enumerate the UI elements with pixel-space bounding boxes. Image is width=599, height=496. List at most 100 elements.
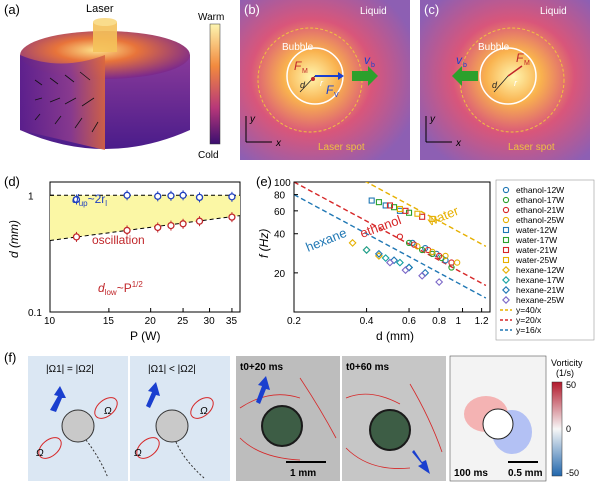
- data-point-d_up: [195, 193, 204, 202]
- time3: 100 ms: [454, 468, 488, 479]
- chart-d: 10 15 20 25 30 35 0.11 dup~2rl oscillation dl…: [7, 181, 241, 343]
- panel-b-figure: F M F V v b r d Bubble Liquid Laser spot…: [240, 0, 410, 160]
- x-tick-label: 35: [226, 316, 238, 327]
- chart-d-frame: [49, 181, 241, 313]
- svg-text:r: r: [320, 78, 324, 88]
- panel-e: (e) 0.2 0.4 0.6 0.8 1 1.2 20 40 60 80 100 water e…: [252, 172, 597, 344]
- x-tick-label: 1.2: [475, 316, 489, 327]
- data-point-hexane-25W: [385, 258, 394, 267]
- photo1-time: t0+20 ms: [240, 362, 284, 373]
- y-tick-label: 1: [28, 191, 34, 202]
- data-point-ethanol-25W: [454, 259, 461, 266]
- vorticity-units: (1/s): [556, 368, 574, 378]
- chart-e-frame: [293, 181, 491, 313]
- data-point-hexane-25W: [435, 278, 444, 287]
- legend-marker: [502, 296, 510, 304]
- eq-right: |Ω1| < |Ω2|: [148, 364, 196, 375]
- chart-e-ylabel: f (Hz): [257, 229, 271, 258]
- annot-dup: dup~2rl: [72, 192, 107, 208]
- svg-text:-50: -50: [566, 468, 579, 478]
- panel-f: (f) |Ω1| = |Ω2| Ω Ω |Ω1| < |Ω2| Ω Ω t0+2…: [0, 348, 599, 491]
- data-point-ethanol-17W: [429, 250, 436, 258]
- svg-text:F: F: [516, 51, 524, 65]
- legend-marker: [502, 276, 510, 284]
- legend-label: ethanol-25W: [516, 215, 564, 225]
- legend-label: water-12W: [515, 225, 557, 235]
- fm-label: F: [294, 59, 302, 73]
- data-point-hexane-17W: [362, 245, 371, 254]
- data-point-d_up: [72, 195, 81, 204]
- data-point-ethanol-25W: [442, 252, 449, 260]
- y-tick-label: 60: [274, 207, 286, 218]
- x-tick-label: 0.6: [402, 316, 416, 327]
- svg-text:Ω: Ω: [104, 406, 112, 417]
- velocity-arrow: [352, 66, 378, 86]
- svg-text:y: y: [429, 114, 436, 125]
- legend-marker: [502, 246, 510, 254]
- data-point-hexane-12W: [348, 238, 357, 247]
- legend-marker: [502, 286, 510, 294]
- panel-c-label: (c): [424, 2, 440, 17]
- panel-d: (d) 10 15 20 25 30 35 0.1 1 dup~2rl oscillatio…: [0, 172, 250, 344]
- annot-oscillation: oscillation: [92, 233, 145, 247]
- panel-d-label: (d): [4, 174, 20, 189]
- data-point-water-25W: [396, 205, 403, 213]
- panel-b-label: (b): [244, 2, 260, 17]
- y-tick-label: 80: [274, 191, 286, 202]
- chart-e-xticks: 0.2 0.4 0.6 0.8 1 1.2: [287, 308, 489, 327]
- svg-text:0: 0: [566, 424, 571, 434]
- legend-marker: [502, 196, 510, 204]
- legend-marker: [502, 236, 510, 244]
- data-point-water-17W: [375, 199, 382, 206]
- data-point-d_up: [154, 192, 162, 200]
- x-tick-label: 0.2: [287, 316, 301, 327]
- y-tick-label: 0.1: [28, 308, 42, 319]
- velocity-arrow: [452, 66, 478, 86]
- data-point-d_up: [123, 191, 131, 199]
- fit-line-y=40/x: [365, 182, 487, 247]
- svg-text:d: d: [300, 80, 306, 90]
- data-point-water-12W: [368, 197, 375, 204]
- panel-a-label: (a): [4, 2, 20, 17]
- chart-d-ylabel: d (mm): [7, 220, 21, 258]
- data-point-hexane-12W: [362, 245, 371, 254]
- legend-label: ethanol-21W: [516, 205, 564, 215]
- scale3: 0.5 mm: [508, 468, 543, 479]
- data-point-ethanol-12W: [409, 239, 416, 247]
- svg-text:d: d: [492, 80, 498, 90]
- svg-text:b: b: [371, 62, 375, 69]
- bubble-circle: [479, 47, 537, 105]
- panel-c: F M v b r d Bubble Liquid Laser spot y x…: [420, 0, 590, 160]
- data-point-d_low: [167, 221, 175, 230]
- data-point-ethanol-25W: [414, 243, 421, 250]
- oscillation-region: [50, 195, 240, 241]
- chart-e-yticks: 20 40 60 80 100: [274, 178, 298, 280]
- data-point-d_low: [154, 223, 162, 232]
- fit-line-y=20/x: [294, 182, 487, 287]
- data-point-hexane-17W: [395, 258, 404, 267]
- svg-text:x: x: [275, 138, 282, 149]
- vorticity-title: Vorticity: [551, 358, 583, 368]
- legend-label: y=40/x: [516, 305, 542, 315]
- eq-left: |Ω1| = |Ω2|: [46, 364, 94, 375]
- fit-line-y=16/x: [294, 193, 487, 299]
- legend-e-items: ethanol-12Wethanol-17Wethanol-21Wethanol…: [500, 185, 564, 335]
- laser-spot-label: Laser spot: [318, 142, 365, 153]
- scale1: 1 mm: [290, 468, 316, 479]
- legend-marker: [502, 206, 510, 214]
- legend-label: ethanol-12W: [516, 185, 564, 195]
- x-tick-label: 1: [456, 316, 462, 327]
- chart-d-points: [72, 190, 236, 242]
- panel-b: F M F V v b r d Bubble Liquid Laser spot…: [240, 0, 410, 160]
- svg-text:Ω: Ω: [200, 406, 208, 417]
- laser-label: Laser: [86, 3, 114, 15]
- panel-c-figure: F M v b r d Bubble Liquid Laser spot y x: [420, 0, 590, 160]
- panel-a-figure: Laser Warm Cold: [20, 3, 224, 161]
- data-point-d_low: [228, 213, 236, 221]
- y-tick-label: 20: [274, 269, 286, 280]
- panel-a: (a): [0, 0, 230, 170]
- legend-marker: [502, 216, 510, 224]
- x-tick-label: 30: [204, 316, 216, 327]
- svg-text:Liquid: Liquid: [540, 6, 567, 17]
- svg-text:M: M: [524, 60, 530, 67]
